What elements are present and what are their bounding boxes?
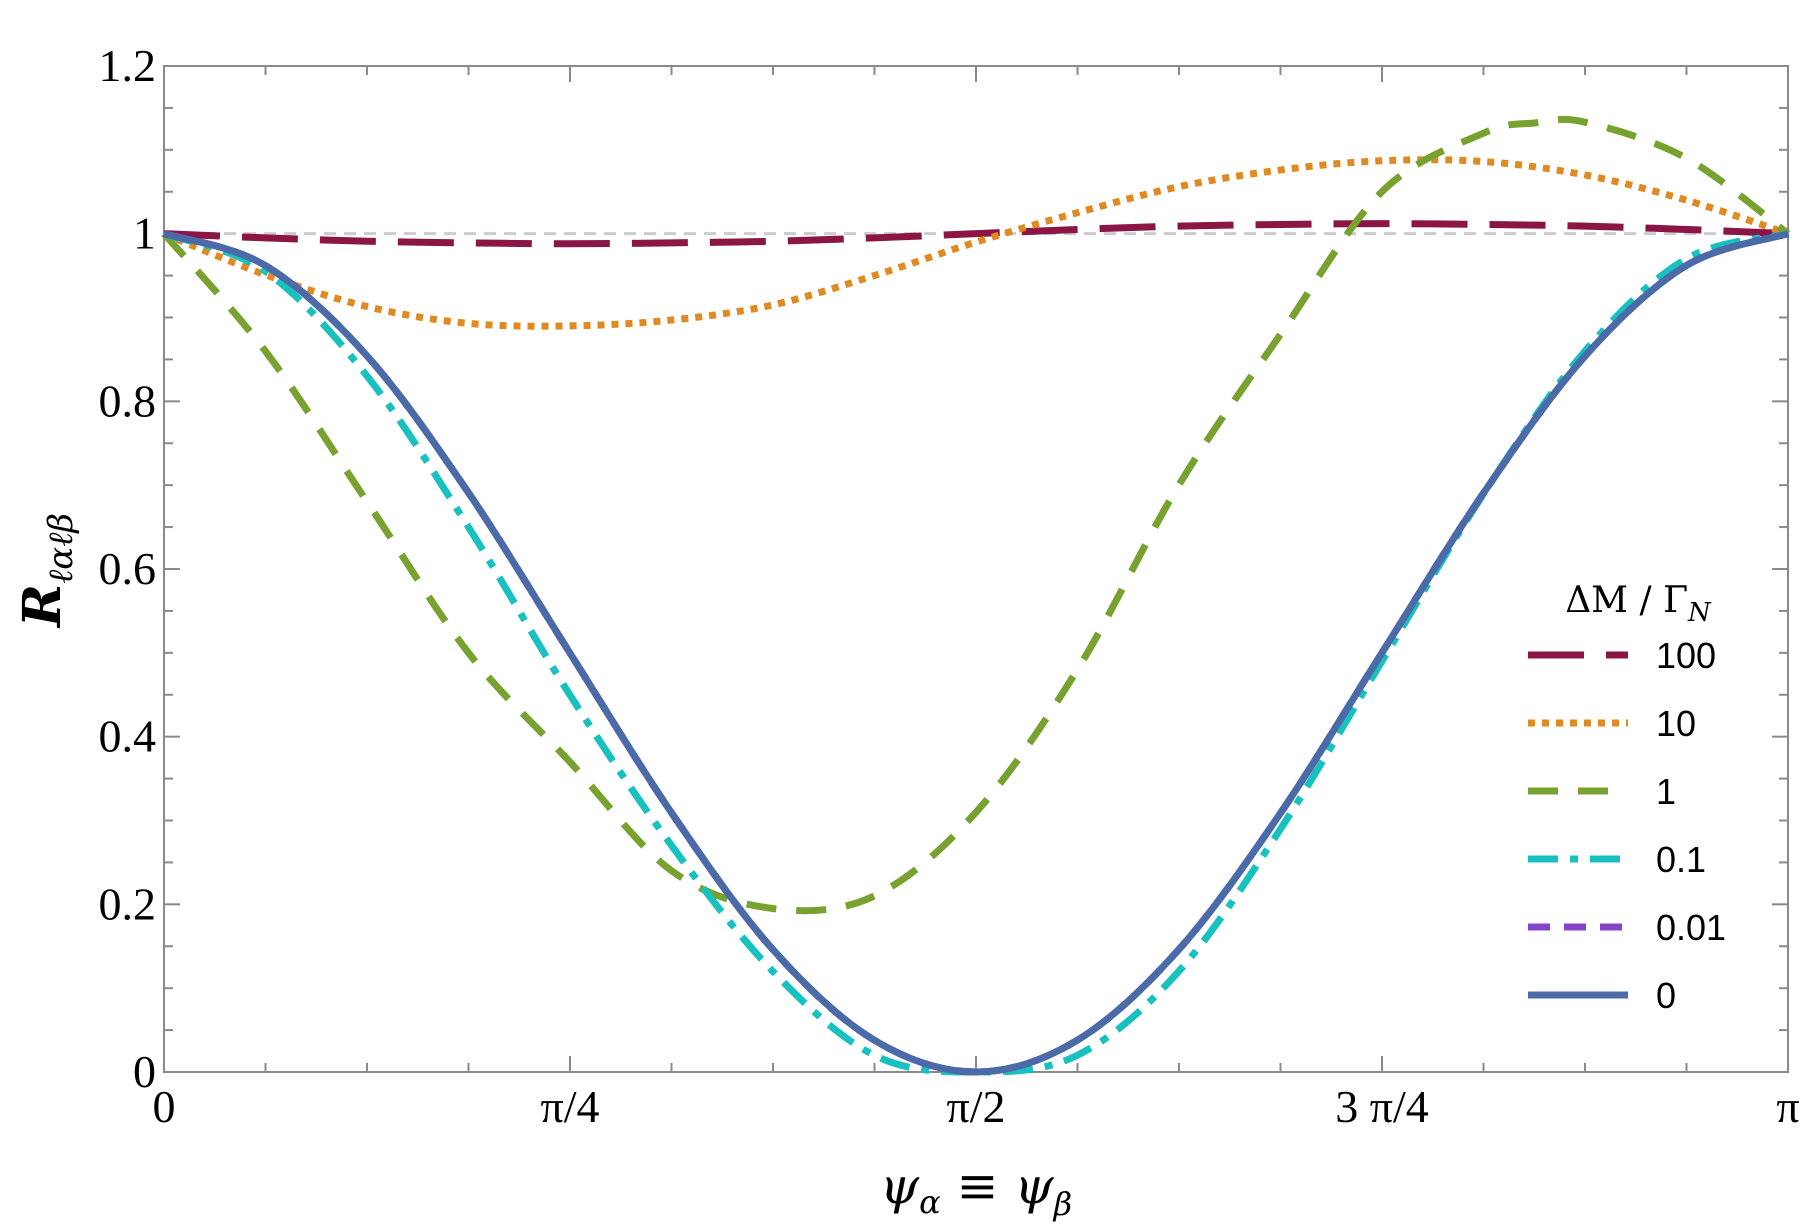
legend-label: 1 <box>1656 771 1676 812</box>
legend-label: 0.1 <box>1656 839 1706 880</box>
series-group <box>161 115 1791 1076</box>
x-tick-label: 3 π/4 <box>1335 1081 1429 1132</box>
x-tick-label: π/4 <box>540 1081 599 1132</box>
y-tick-label: 1.2 <box>99 40 157 91</box>
x-tick-label: π <box>1776 1081 1799 1132</box>
series-line-0 <box>162 230 1790 1076</box>
x-axis-label: ψα ≡ ψβ <box>880 1157 1072 1223</box>
y-tick-label: 0.4 <box>99 711 157 762</box>
y-tick-label: 0 <box>133 1046 156 1097</box>
x-label-lhs-sub: α <box>919 1183 941 1221</box>
y-label-sub: ℓαℓβ <box>41 513 81 584</box>
legend-label: 10 <box>1656 703 1696 744</box>
x-tick-labels: 0 π/4 π/2 3 π/4 π <box>153 1081 1800 1132</box>
y-axis-label: Rℓαℓβ <box>12 513 81 629</box>
series-line-1 <box>161 115 1791 915</box>
legend-label: 0 <box>1656 975 1676 1016</box>
y-label-main: R <box>12 584 73 629</box>
x-label-lhs: ψ <box>880 1157 920 1215</box>
y-tick-labels: 0 0.2 0.4 0.6 0.8 1 1.2 <box>99 40 157 1097</box>
x-tick-label: 0 <box>153 1081 176 1132</box>
legend-label: 0.01 <box>1656 907 1726 948</box>
legend-label: 100 <box>1656 635 1716 676</box>
x-label-rhs-sub: β <box>1053 1185 1073 1223</box>
legend-title-main: ΔM / Γ <box>1565 580 1688 621</box>
series-line-100 <box>163 220 1789 248</box>
legend-title: ΔM / ΓN <box>1565 580 1712 628</box>
legend: ΔM / ΓN 100 10 1 0.1 0.01 0 <box>1528 580 1726 1016</box>
legend-title-sub: N <box>1687 598 1712 628</box>
x-label-rhs: ψ <box>1014 1157 1054 1215</box>
tick-marks <box>163 65 1790 1073</box>
y-tick-label: 0.8 <box>99 375 157 426</box>
y-tick-label: 1 <box>133 208 156 259</box>
y-tick-label: 0.6 <box>99 543 157 594</box>
x-label-eq: ≡ <box>957 1157 999 1215</box>
y-tick-label: 0.2 <box>99 878 157 929</box>
x-tick-label: π/2 <box>946 1081 1005 1132</box>
legend-items: 100 10 1 0.1 0.01 0 <box>1528 635 1726 1016</box>
